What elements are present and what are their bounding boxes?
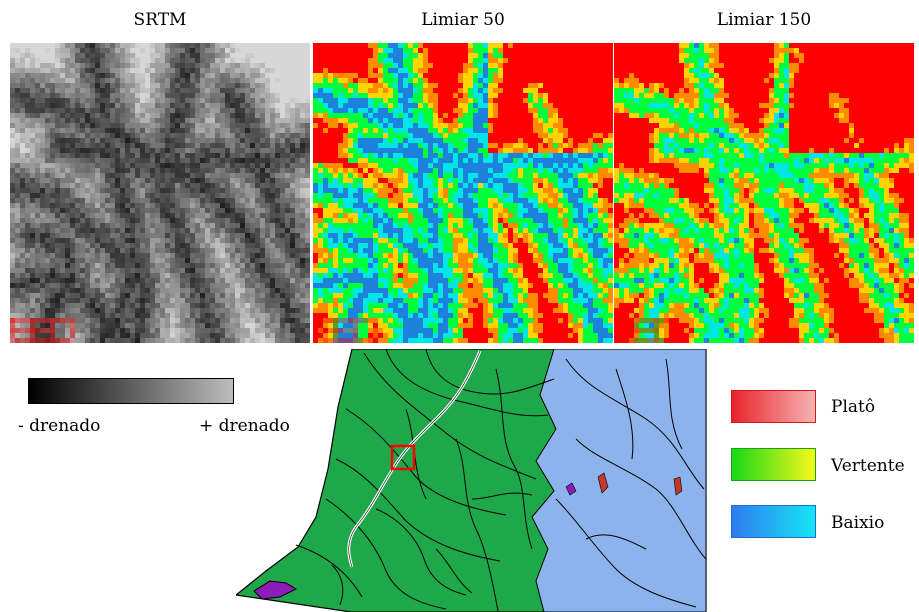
classification-map-svg (236, 349, 707, 612)
limiar-50-raster (313, 43, 613, 343)
legend-label-plato: Platô (831, 397, 876, 417)
limiar-50-panel (313, 43, 613, 343)
panel-title-limiar-50: Limiar 50 (421, 10, 505, 30)
classification-map (236, 349, 710, 612)
panel-title-srtm: SRTM (133, 10, 187, 30)
limiar-150-panel (614, 43, 914, 343)
map-purple-patch (253, 580, 298, 600)
drainage-max-label: + drenado (199, 416, 290, 436)
panel-title-limiar-150: Limiar 150 (716, 10, 812, 30)
map-drainage-lines (295, 349, 707, 612)
legend-swatch-baixio (731, 505, 816, 538)
limiar-150-raster (614, 43, 914, 343)
map-plato-patch (597, 472, 609, 494)
legend-label-vertente: Vertente (831, 456, 905, 476)
drainage-gradient-bar (28, 378, 234, 404)
map-purple-patch-2 (565, 482, 577, 496)
drainage-min-label: - drenado (18, 416, 101, 436)
srtm-raster (10, 43, 310, 343)
map-plato-patch-2 (673, 476, 683, 496)
study-area-box (390, 444, 416, 471)
legend-swatch-plato (731, 390, 816, 423)
legend-swatch-vertente (731, 448, 816, 481)
map-baixio-region (531, 349, 707, 612)
srtm-panel (10, 43, 310, 343)
legend-label-baixio: Baixio (831, 513, 885, 533)
